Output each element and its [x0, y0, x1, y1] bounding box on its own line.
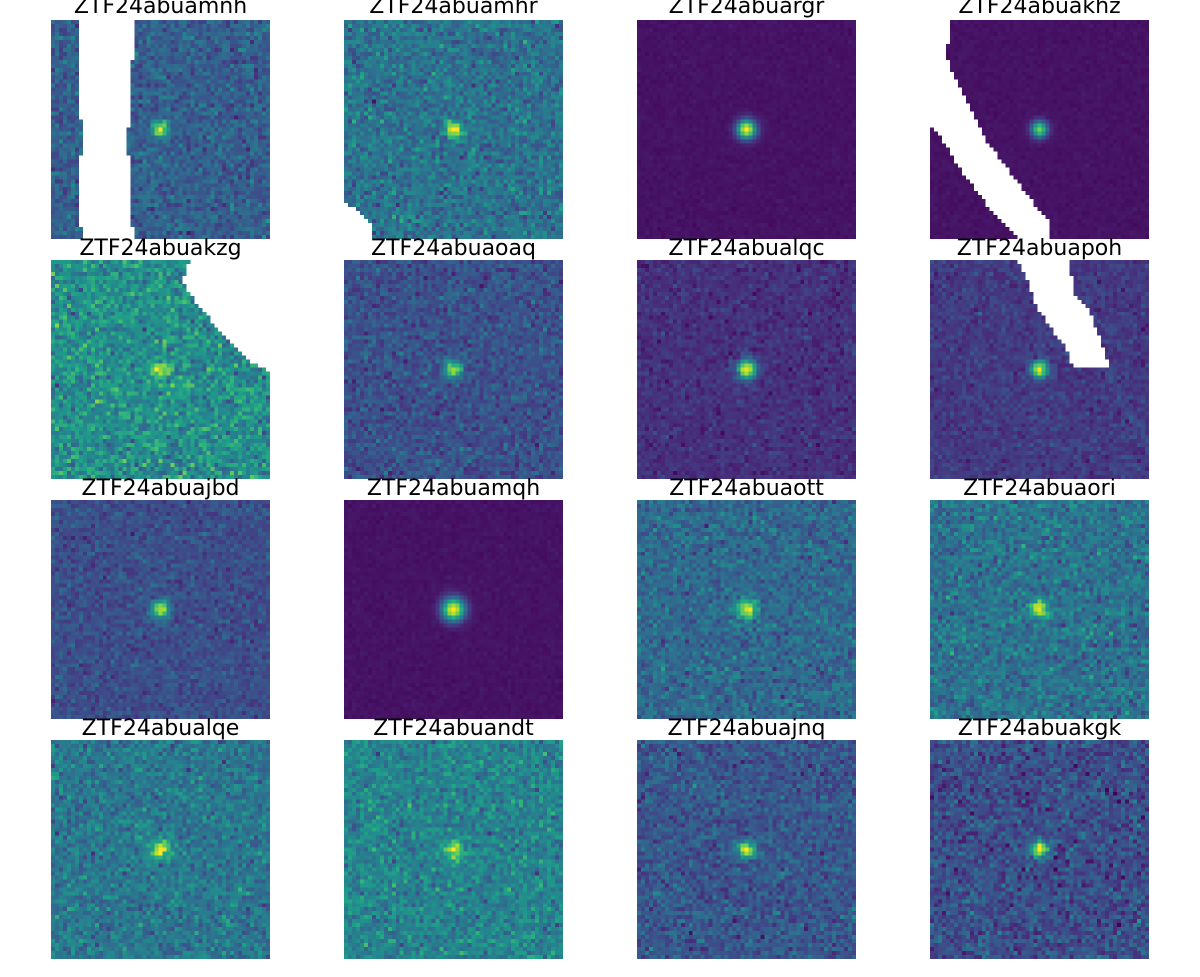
panel-title: ZTF24abuakzg	[79, 236, 242, 261]
cutout-image	[637, 20, 856, 239]
panel-title: ZTF24abuakgk	[957, 716, 1122, 741]
cutout-image	[344, 500, 563, 719]
cutout-image	[637, 260, 856, 479]
panel-title: ZTF24abuamqh	[366, 476, 541, 501]
panel-title: ZTF24abualqe	[81, 716, 240, 741]
cutout-image	[344, 740, 563, 959]
panel-title: ZTF24abuaoaq	[371, 236, 536, 261]
panel-title: ZTF24abuamnh	[73, 0, 248, 19]
cutout-image	[930, 20, 1149, 239]
panel-title: ZTF24abuandt	[373, 716, 534, 741]
cutout-image	[930, 740, 1149, 959]
cutout-image	[930, 260, 1149, 479]
panel-title: ZTF24abuajnq	[667, 716, 826, 741]
cutout-image	[51, 740, 270, 959]
panel-title: ZTF24abuaori	[963, 476, 1116, 501]
panel-title: ZTF24abuakhz	[958, 0, 1121, 19]
panel-title: ZTF24abuamhr	[369, 0, 538, 19]
panel-title: ZTF24abualqc	[668, 236, 825, 261]
panel-title: ZTF24abuaott	[669, 476, 824, 501]
panel-title: ZTF24abuajbd	[81, 476, 240, 501]
panel-title: ZTF24abuapoh	[956, 236, 1123, 261]
panel-title: ZTF24abuargr	[668, 0, 825, 19]
cutout-image	[51, 260, 270, 479]
cutout-image	[344, 20, 563, 239]
cutout-image	[637, 500, 856, 719]
cutout-image	[930, 500, 1149, 719]
cutout-image	[637, 740, 856, 959]
cutout-image	[344, 260, 563, 479]
cutout-image	[51, 20, 270, 239]
cutout-image	[51, 500, 270, 719]
